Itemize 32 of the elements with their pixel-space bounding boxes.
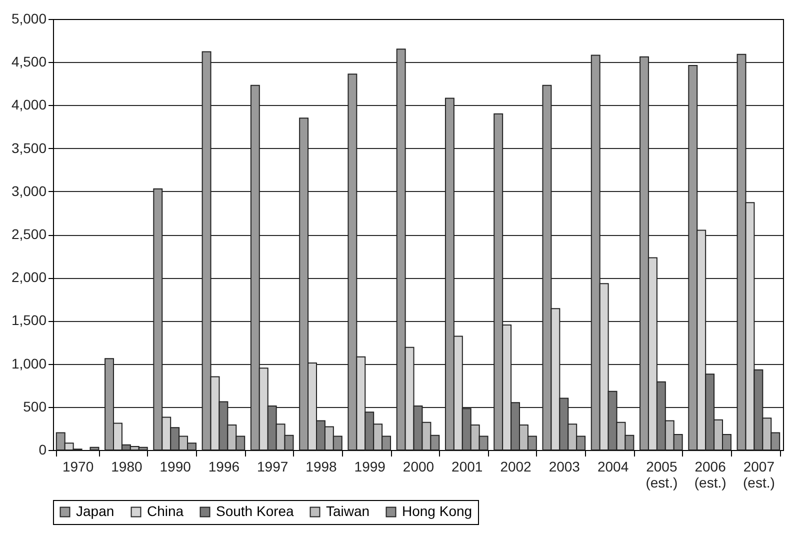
- x-tick-label: 2001: [452, 458, 483, 474]
- legend-label: Japan: [76, 503, 114, 519]
- x-tick-label: 1990: [160, 458, 192, 474]
- bar: [90, 446, 100, 450]
- legend-label: Hong Kong: [402, 503, 472, 519]
- y-tick-label: 0: [38, 442, 47, 458]
- y-tick-label: 3,500: [11, 140, 47, 156]
- legend-label: South Korea: [216, 503, 294, 519]
- x-tick-label: 2007 (est.): [742, 458, 775, 490]
- x-tick-label: 2005 (est.): [646, 458, 678, 490]
- x-tick-label: 1999: [354, 458, 386, 474]
- legend-label: China: [147, 503, 184, 519]
- y-tick-label: 500: [23, 398, 47, 414]
- y-tick-label: 2,000: [11, 269, 47, 286]
- x-tick-label: 1996: [208, 458, 240, 474]
- y-tick-label: 1,000: [11, 355, 47, 372]
- y-tick-label: 1,500: [11, 312, 47, 328]
- x-tick-label: 1980: [111, 458, 142, 474]
- legend-label: Taiwan: [326, 503, 370, 519]
- y-tick-label: 5,000: [11, 10, 47, 26]
- x-tick-label: 2003: [548, 458, 580, 474]
- y-tick-label: 2,500: [11, 226, 47, 242]
- y-tick-label: 4,000: [11, 96, 47, 113]
- x-tick-label: 2000: [402, 458, 434, 474]
- y-tick-label: 4,500: [11, 54, 47, 70]
- x-tick-label: 1998: [306, 458, 338, 474]
- x-tick-label: 1970: [62, 458, 94, 474]
- x-tick-label: 1997: [257, 458, 288, 474]
- x-tick-label: 2002: [500, 458, 532, 474]
- y-tick-label: 3,000: [11, 182, 47, 199]
- x-tick-label: 2006 (est.): [694, 458, 726, 490]
- x-tick-label: 2004: [597, 458, 629, 474]
